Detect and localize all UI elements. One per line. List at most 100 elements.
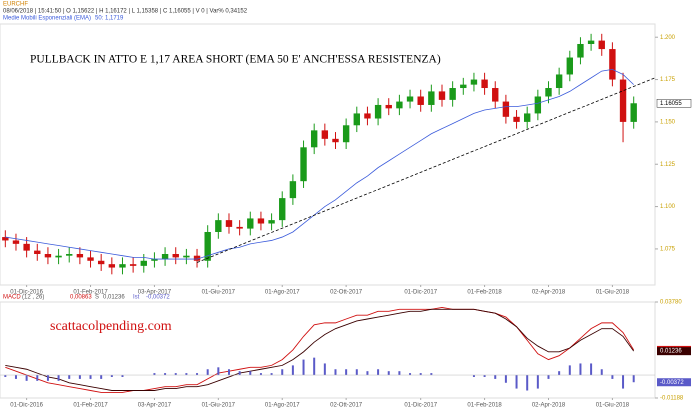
candle-body [492, 88, 499, 102]
candle-body [34, 250, 41, 255]
price-panel [0, 23, 656, 286]
y-tick-label: 1.100 [660, 204, 676, 210]
histogram-bar [196, 373, 199, 376]
histogram-bar [249, 371, 252, 376]
histogram-bar [504, 375, 507, 383]
ema-line [5, 68, 634, 260]
histogram-bar [483, 375, 486, 377]
x-tick-label: 01-Giu-2018 [596, 290, 630, 296]
histogram-bar [174, 373, 177, 376]
histogram-bar [313, 357, 316, 376]
candle-body [12, 240, 20, 244]
value-flag-label: -0.00372 [660, 380, 684, 386]
candle-body [460, 84, 467, 89]
candle-body [247, 218, 254, 229]
candle-body [545, 88, 552, 97]
candle-body [172, 254, 179, 258]
x-tick-label: 01-Feb-2017 [73, 290, 108, 296]
histogram-bar [536, 375, 539, 389]
histogram-bar [57, 375, 60, 381]
histogram-bar [323, 363, 326, 376]
candle-body [481, 79, 488, 89]
candle-body [108, 264, 116, 268]
candle-body [396, 101, 403, 109]
x-tick-label: 01-Feb-2018 [467, 403, 502, 409]
y-tick-label: 1.125 [660, 162, 676, 168]
x-tick-label: 02-Ott-2017 [330, 403, 363, 409]
candle-body [555, 74, 563, 89]
candle-body [300, 147, 307, 182]
histogram-bar [398, 371, 401, 376]
watermark: scattacolpending.com [50, 319, 172, 334]
candle-body [87, 257, 94, 261]
candle-body [279, 198, 286, 221]
macd-line [5, 306, 635, 393]
y-tick-label: 1.150 [660, 119, 676, 125]
candle-body [385, 104, 392, 109]
candle-body [193, 255, 201, 261]
x-tick-label: 02-Apr-2018 [532, 290, 566, 296]
x-tick-label: 02-Apr-2018 [532, 403, 566, 409]
histogram-bar [217, 367, 220, 376]
signal-name: S [95, 295, 99, 301]
histogram-bar [387, 371, 390, 376]
histogram-bar [238, 371, 241, 376]
x-tick-label: 01-Ago-2017 [265, 403, 300, 409]
candle-body [289, 181, 297, 199]
candle-body [364, 113, 371, 119]
histogram-bar [558, 371, 561, 376]
histogram-bar [622, 375, 625, 389]
y-tick-label: 0.03780 [660, 300, 682, 306]
candle-body [97, 260, 105, 265]
histogram-bar [227, 369, 230, 376]
histogram-bar [419, 373, 422, 376]
candle-body [417, 96, 424, 105]
candle-body [66, 254, 73, 256]
histogram-bar [526, 375, 529, 391]
last-price-box [656, 99, 692, 108]
histogram-bar [68, 375, 71, 379]
histogram-bar [281, 369, 284, 376]
histogram-bar [25, 375, 28, 381]
candle-body [2, 237, 9, 241]
candle-body [609, 49, 616, 80]
histogram-bar [430, 373, 433, 376]
y-tick-label: 1.075 [660, 247, 676, 253]
histogram-bar [100, 375, 103, 379]
candle-body [236, 226, 243, 229]
x-tick-label: 01-Feb-2018 [467, 290, 502, 296]
histogram-bar [185, 373, 188, 376]
candle-body [129, 264, 137, 266]
candle-body [268, 220, 275, 224]
candle-body [151, 259, 158, 261]
annotation: PULLBACK IN ATTO E 1,17 AREA SHORT (EMA … [30, 54, 441, 66]
y-tick-label: 1.175 [660, 77, 676, 83]
candle-body [524, 113, 531, 122]
x-tick-label: 01-Dic-2017 [404, 290, 437, 296]
histogram-bar [472, 375, 475, 377]
x-tick-label: 01-Ago-2017 [265, 290, 300, 296]
histogram-bar [291, 365, 294, 376]
last-price-label: 1.16055 [660, 101, 682, 107]
x-tick-label: 03-Apr-2017 [138, 403, 172, 409]
candle-body [598, 40, 605, 50]
histogram-bar [409, 373, 412, 376]
histogram-bar [366, 371, 369, 376]
histogram-bar [334, 369, 337, 376]
candle-body [342, 125, 350, 143]
histogram-bar [153, 373, 156, 376]
x-tick-label: 01-Giu-2017 [202, 290, 236, 296]
histogram-bar [632, 375, 635, 383]
histogram-bar [568, 365, 571, 376]
candle-body [374, 104, 382, 119]
candle-body [428, 91, 435, 105]
candle-body [470, 79, 478, 85]
candle-body [513, 116, 520, 122]
candle-body [438, 91, 446, 100]
candle-body [23, 243, 30, 251]
hist-value: -0,00372 [146, 295, 170, 301]
candle-body [140, 260, 147, 266]
candle-body [183, 255, 190, 258]
histogram-bar [547, 375, 550, 379]
